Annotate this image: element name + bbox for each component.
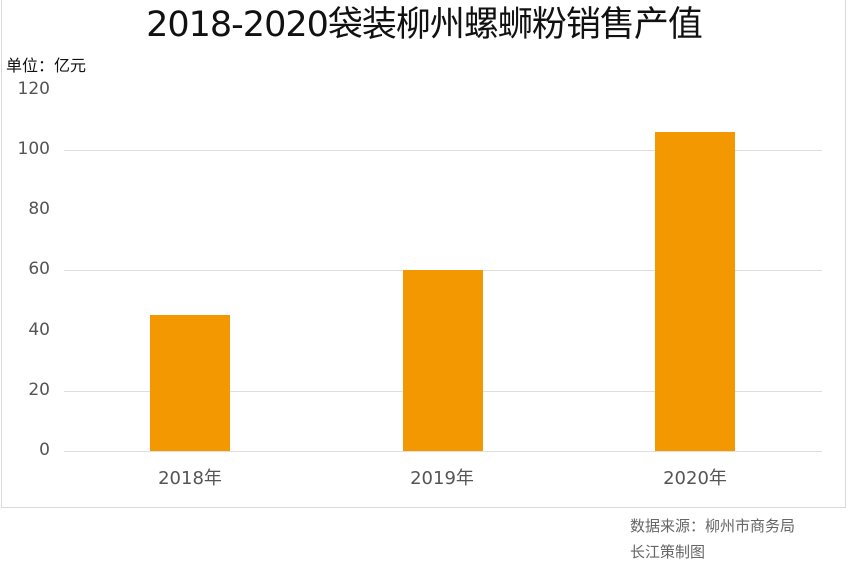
bar-2018年 <box>150 315 230 451</box>
unit-label: 单位：亿元 <box>6 56 87 75</box>
y-tick-60: 60 <box>28 259 50 279</box>
y-tick-80: 80 <box>28 199 50 219</box>
gridline-100 <box>64 150 822 151</box>
x-label-2020: 2020年 <box>663 468 727 489</box>
bar-2020年 <box>655 132 735 451</box>
y-tick-40: 40 <box>28 320 50 340</box>
chart-frame <box>1 0 846 508</box>
chart-title: 2018-2020袋装柳州螺蛳粉销售产值 <box>146 5 703 45</box>
y-tick-0: 0 <box>39 440 50 460</box>
gridline-0 <box>64 451 822 452</box>
data-source-note: 数据来源：柳州市商务局 <box>630 517 796 535</box>
y-tick-20: 20 <box>28 380 50 400</box>
y-tick-120: 120 <box>17 79 50 99</box>
x-label-2019: 2019年 <box>410 468 474 489</box>
x-label-2018: 2018年 <box>158 468 222 489</box>
bar-2019年 <box>403 270 483 451</box>
y-tick-100: 100 <box>17 139 50 159</box>
credit-note: 长江策制图 <box>630 543 706 561</box>
